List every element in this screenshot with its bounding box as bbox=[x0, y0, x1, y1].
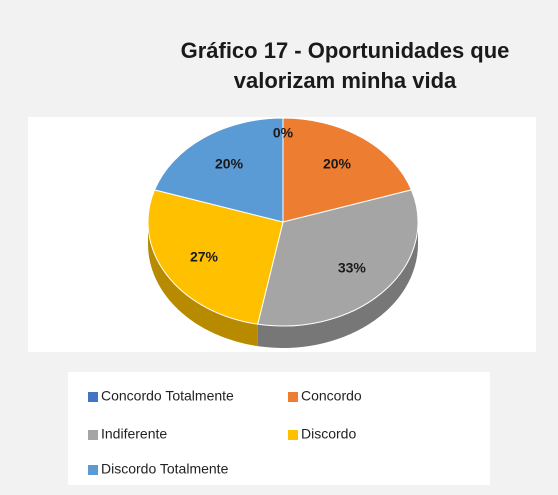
data-label: 0% bbox=[273, 124, 294, 140]
data-label: 20% bbox=[215, 155, 244, 171]
legend-label: Discordo Totalmente bbox=[101, 461, 229, 477]
data-label: 20% bbox=[323, 155, 352, 171]
legend-swatch bbox=[88, 430, 98, 440]
legend-swatch bbox=[288, 392, 298, 402]
legend-swatch bbox=[88, 465, 98, 475]
slice-side bbox=[257, 222, 418, 348]
slice bbox=[282, 117, 413, 223]
legend-swatch bbox=[88, 392, 98, 402]
slice bbox=[257, 189, 419, 327]
legend-label: Discordo bbox=[301, 426, 356, 442]
slice bbox=[147, 189, 284, 325]
legend-label: Concordo bbox=[301, 388, 362, 404]
slice bbox=[153, 117, 284, 223]
data-label: 33% bbox=[338, 259, 367, 275]
legend-label: Indiferente bbox=[101, 426, 167, 442]
slice-side bbox=[148, 222, 258, 347]
chart-title: Gráfico 17 - Oportunidades que valorizam… bbox=[180, 38, 510, 93]
legend-label: Concordo Totalmente bbox=[101, 388, 234, 404]
data-label: 27% bbox=[190, 249, 219, 265]
legend-swatch bbox=[288, 430, 298, 440]
legend-box bbox=[68, 372, 490, 485]
